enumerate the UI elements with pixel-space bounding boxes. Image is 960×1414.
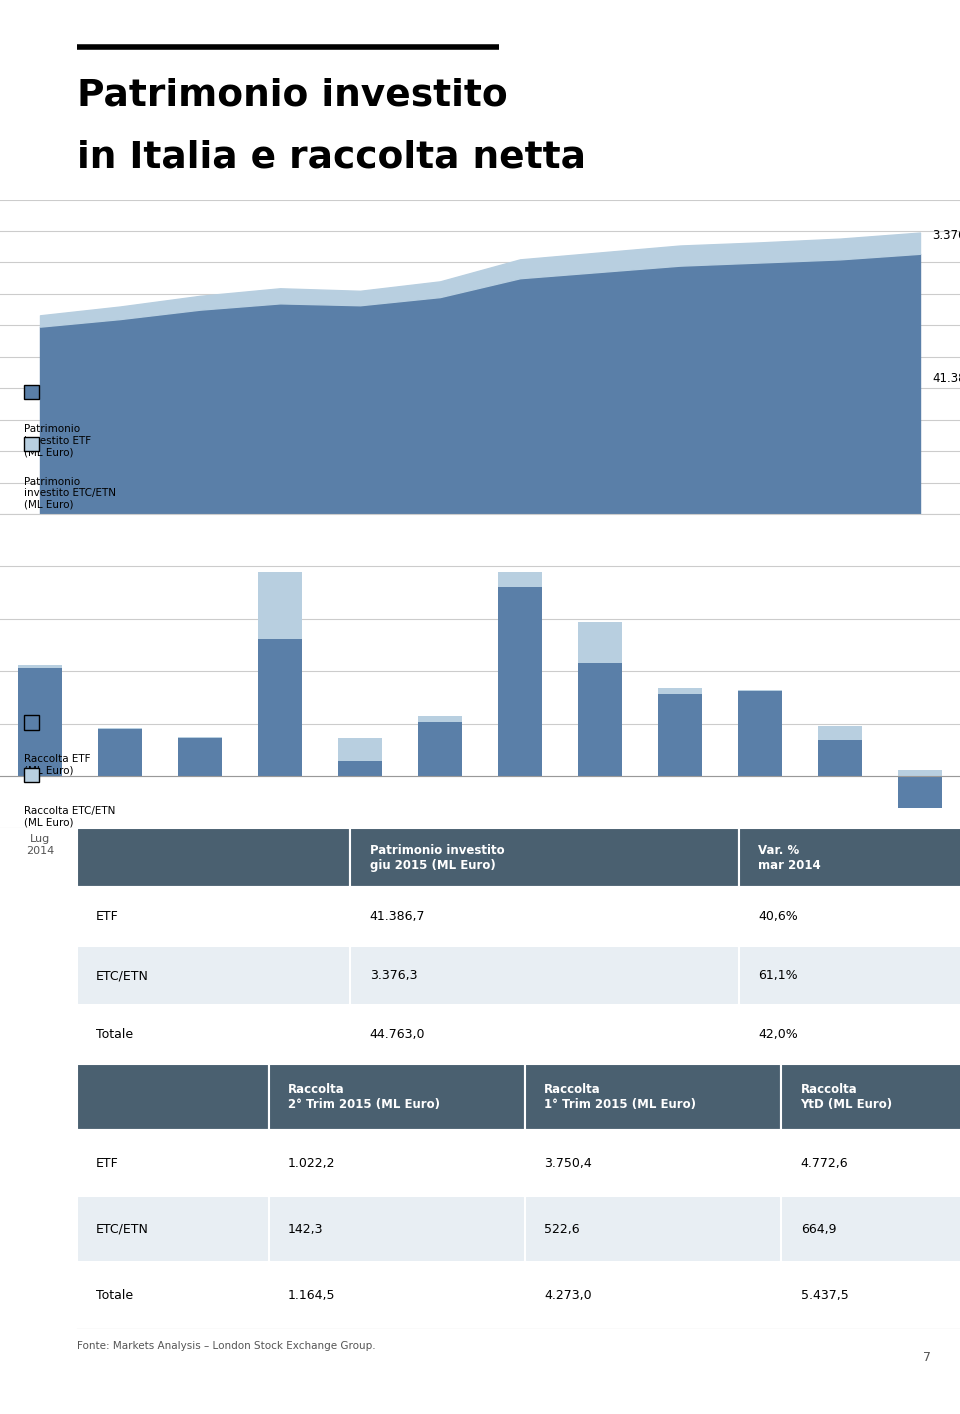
Text: 41.386,7: 41.386,7 [370, 911, 425, 923]
Bar [418, 721, 462, 776]
Bar [818, 725, 862, 741]
Text: ETF: ETF [96, 1157, 119, 1169]
Text: ETF: ETF [96, 911, 119, 923]
FancyBboxPatch shape [269, 1263, 525, 1329]
Bar [898, 776, 942, 809]
Text: 1.164,5: 1.164,5 [288, 1290, 335, 1302]
FancyBboxPatch shape [739, 888, 960, 946]
Text: Raccolta
1° Trim 2015 (ML Euro): Raccolta 1° Trim 2015 (ML Euro) [544, 1083, 696, 1111]
Text: 1.022,2: 1.022,2 [288, 1157, 335, 1169]
Bar [578, 663, 622, 776]
Text: 44.763,0: 44.763,0 [370, 1028, 425, 1041]
FancyBboxPatch shape [350, 1005, 739, 1065]
Text: 40,6%: 40,6% [758, 911, 798, 923]
FancyBboxPatch shape [739, 946, 960, 1005]
Bar [258, 571, 302, 639]
Bar [258, 639, 302, 776]
FancyBboxPatch shape [77, 1065, 269, 1130]
Text: 42,0%: 42,0% [758, 1028, 798, 1041]
FancyBboxPatch shape [269, 1065, 525, 1130]
Bar [498, 571, 542, 587]
Bar [658, 689, 702, 694]
Bar [18, 667, 62, 776]
Text: 4.772,6: 4.772,6 [801, 1157, 849, 1169]
FancyBboxPatch shape [350, 829, 739, 888]
FancyBboxPatch shape [77, 1263, 269, 1329]
FancyBboxPatch shape [781, 1196, 960, 1263]
Text: 4.273,0: 4.273,0 [544, 1290, 592, 1302]
Bar [498, 587, 542, 776]
FancyBboxPatch shape [781, 1130, 960, 1196]
Bar [898, 769, 942, 776]
Text: Raccolta ETF
(ML Euro): Raccolta ETF (ML Euro) [24, 754, 90, 775]
Text: Fonte: Markets Analysis – London Stock Exchange Group.: Fonte: Markets Analysis – London Stock E… [77, 1340, 375, 1350]
FancyBboxPatch shape [525, 1196, 781, 1263]
FancyBboxPatch shape [525, 1065, 781, 1130]
Bar [738, 691, 782, 776]
Text: in Italia e raccolta netta: in Italia e raccolta netta [77, 140, 586, 175]
Text: 3.750,4: 3.750,4 [544, 1157, 592, 1169]
Text: 61,1%: 61,1% [758, 969, 798, 983]
FancyBboxPatch shape [77, 1130, 269, 1196]
Bar [18, 665, 62, 667]
Bar [418, 717, 462, 721]
Text: Patrimonio investito: Patrimonio investito [77, 76, 508, 113]
Bar [818, 741, 862, 776]
Text: 5.437,5: 5.437,5 [801, 1290, 849, 1302]
Text: 3.376,3: 3.376,3 [370, 969, 417, 983]
FancyBboxPatch shape [781, 1263, 960, 1329]
FancyBboxPatch shape [350, 946, 739, 1005]
FancyBboxPatch shape [525, 1130, 781, 1196]
FancyBboxPatch shape [525, 1263, 781, 1329]
Text: ETC/ETN: ETC/ETN [96, 969, 149, 983]
Bar [178, 737, 222, 776]
FancyBboxPatch shape [739, 829, 960, 888]
FancyBboxPatch shape [77, 946, 350, 1005]
Text: 142,3: 142,3 [288, 1223, 324, 1236]
FancyBboxPatch shape [269, 1196, 525, 1263]
FancyBboxPatch shape [739, 1005, 960, 1065]
Bar [98, 728, 142, 776]
FancyBboxPatch shape [77, 888, 350, 946]
Text: Patrimonio
investito ETC/ETN
(ML Euro): Patrimonio investito ETC/ETN (ML Euro) [24, 477, 116, 509]
Bar [578, 622, 622, 663]
Text: Raccolta ETC/ETN
(ML Euro): Raccolta ETC/ETN (ML Euro) [24, 806, 115, 827]
Text: Raccolta
2° Trim 2015 (ML Euro): Raccolta 2° Trim 2015 (ML Euro) [288, 1083, 440, 1111]
Bar [658, 694, 702, 776]
FancyBboxPatch shape [77, 1196, 269, 1263]
FancyBboxPatch shape [350, 888, 739, 946]
FancyBboxPatch shape [269, 1130, 525, 1196]
Text: 664,9: 664,9 [801, 1223, 836, 1236]
Text: 41.386,7: 41.386,7 [932, 372, 960, 385]
FancyBboxPatch shape [77, 1005, 350, 1065]
FancyBboxPatch shape [781, 1065, 960, 1130]
Text: Var. %
mar 2014: Var. % mar 2014 [758, 844, 821, 872]
Text: Totale: Totale [96, 1290, 133, 1302]
FancyBboxPatch shape [77, 829, 350, 888]
Text: 522,6: 522,6 [544, 1223, 580, 1236]
Bar [338, 738, 382, 761]
Text: ETC/ETN: ETC/ETN [96, 1223, 149, 1236]
Text: 7: 7 [924, 1350, 931, 1363]
Text: Totale: Totale [96, 1028, 133, 1041]
Text: 3.376,3: 3.376,3 [932, 229, 960, 242]
Bar [338, 738, 382, 776]
Text: Raccolta
YtD (ML Euro): Raccolta YtD (ML Euro) [801, 1083, 893, 1111]
Text: Patrimonio
investito ETF
(ML Euro): Patrimonio investito ETF (ML Euro) [24, 424, 91, 457]
Text: Patrimonio investito
giu 2015 (ML Euro): Patrimonio investito giu 2015 (ML Euro) [370, 844, 504, 872]
